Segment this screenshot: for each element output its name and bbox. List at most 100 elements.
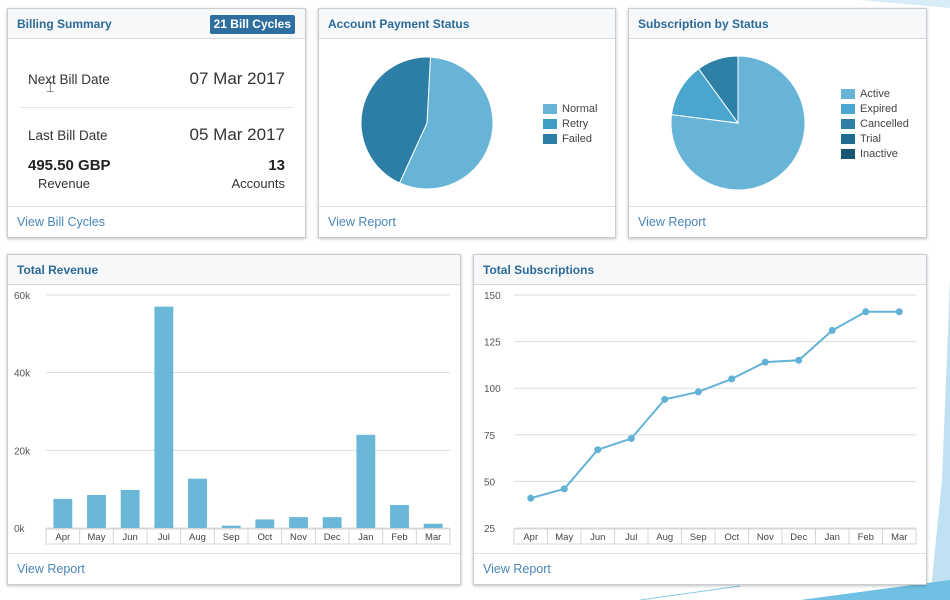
pie-slice-failed <box>360 56 431 184</box>
pie-slice-cancelled <box>697 55 739 125</box>
total-subscriptions-panel: Total Subscriptions 25 50 75 100 125 150 Apr Ma… <box>473 254 927 585</box>
account-payment-header: Account Payment Status <box>319 9 615 39</box>
legend-item-trial: Trial <box>841 131 909 146</box>
total-revenue-panel: Total Revenue 0k 20k 40k 60k Apr May Jun Jul Aug… <box>7 254 461 585</box>
billing-divider <box>20 107 293 108</box>
legend-swatch <box>841 103 855 114</box>
bar-jul <box>154 306 174 528</box>
x-tick-label: Jan <box>825 532 840 543</box>
x-tick-label: Apr <box>55 532 70 543</box>
total-revenue-title: Total Revenue <box>17 263 99 277</box>
accounts-value: 13 <box>268 157 285 174</box>
last-bill-label: Last Bill Date <box>28 128 108 143</box>
bar-may <box>87 494 106 528</box>
legend-label: Failed <box>562 132 592 145</box>
legend-swatch <box>543 118 557 129</box>
view-bill-cycles-link[interactable]: View Bill Cycles <box>17 215 105 229</box>
bar-aug <box>188 478 207 528</box>
y-tick-label: 40k <box>14 369 31 380</box>
x-tick-label: Aug <box>189 532 206 543</box>
series-line <box>530 310 900 500</box>
legend-item-cancelled: Cancelled <box>841 116 909 131</box>
pie-slice-normal <box>398 56 494 190</box>
legend-swatch <box>841 118 855 129</box>
view-report-link[interactable]: View Report <box>328 215 396 229</box>
bar-apr <box>53 498 73 528</box>
revenue-label: Revenue <box>38 176 91 191</box>
corner-decoration-right <box>930 280 950 600</box>
account-payment-footer: View Report <box>319 206 615 237</box>
legend-label: Normal <box>562 102 598 115</box>
legend-item-retry: Retry <box>543 116 597 131</box>
bar-jan <box>356 434 376 528</box>
legend-swatch <box>543 103 557 114</box>
legend-item-expired: Expired <box>841 101 909 116</box>
y-tick-label: 100 <box>484 384 501 395</box>
x-tick-label: Jul <box>158 532 170 543</box>
billing-summary-panel: Billing Summary 21 Bill Cycles Next Bill… <box>7 8 306 238</box>
legend-label: Trial <box>860 132 881 145</box>
view-report-link[interactable]: View Report <box>638 215 706 229</box>
account-payment-pie-chart <box>360 56 494 190</box>
subscription-status-header: Subscription by Status <box>629 9 926 39</box>
account-payment-legend: Normal Retry Failed <box>543 101 597 146</box>
bar-feb <box>390 505 409 528</box>
legend-label: Cancelled <box>860 117 909 130</box>
point-sep <box>694 388 702 396</box>
last-bill-value: 05 Mar 2017 <box>189 125 285 144</box>
billing-summary-header: Billing Summary 21 Bill Cycles <box>8 9 305 39</box>
legend-swatch <box>543 133 557 144</box>
total-subscriptions-line-chart: 25 50 75 100 125 150 Apr May Jun Jul Aug Sep Oct Nov D… <box>484 291 917 545</box>
x-tick-label: Jul <box>625 532 637 543</box>
x-tick-label: Jun <box>590 532 605 543</box>
total-subscriptions-title: Total Subscriptions <box>483 263 595 277</box>
point-may <box>560 485 568 493</box>
legend-item-inactive: Inactive <box>841 146 909 161</box>
x-tick-label: Nov <box>757 532 774 543</box>
y-tick-label: 125 <box>484 338 501 349</box>
view-report-link[interactable]: View Report <box>17 562 85 576</box>
accounts-label: Accounts <box>231 176 285 191</box>
bar-nov <box>289 517 308 528</box>
legend-swatch <box>841 148 855 159</box>
legend-label: Expired <box>860 102 898 115</box>
x-tick-label: Jan <box>358 532 373 543</box>
next-bill-value: 07 Mar 2017 <box>189 69 285 88</box>
view-report-link[interactable]: View Report <box>483 562 551 576</box>
x-tick-label: Apr <box>523 532 538 543</box>
point-dec <box>795 356 803 364</box>
x-tick-label: May <box>88 532 106 543</box>
y-tick-label: 0k <box>14 524 26 535</box>
legend-label: Inactive <box>860 147 898 160</box>
text-cursor-icon: ⌶ <box>46 79 55 95</box>
legend-item-normal: Normal <box>543 101 597 116</box>
y-tick-label: 50 <box>484 477 496 488</box>
bill-cycles-badge[interactable]: 21 Bill Cycles <box>209 15 295 34</box>
revenue-value: 495.50 GBP <box>28 157 111 174</box>
legend-item-active: Active <box>841 86 909 101</box>
legend-label: Retry <box>562 117 589 130</box>
x-tick-label: Mar <box>891 532 907 543</box>
total-revenue-footer: View Report <box>8 553 460 584</box>
pie-slice-expired <box>670 68 740 124</box>
point-mar <box>895 308 903 316</box>
point-apr <box>527 494 535 502</box>
point-aug <box>661 395 669 403</box>
subscription-status-panel: Subscription by Status Active Expired Ca… <box>628 8 927 238</box>
x-tick-label: Oct <box>257 532 272 543</box>
bar-sep <box>221 525 241 528</box>
y-tick-label: 150 <box>484 291 501 302</box>
subscription-status-pie-chart <box>670 55 806 191</box>
next-bill-label: Next Bill Date <box>28 72 110 87</box>
legend-item-failed: Failed <box>543 131 597 146</box>
x-tick-label: Sep <box>223 532 240 543</box>
x-tick-label: Feb <box>858 532 874 543</box>
total-revenue-header: Total Revenue <box>8 255 460 285</box>
point-jul <box>627 435 635 443</box>
x-tick-label: Jun <box>123 532 138 543</box>
point-jun <box>594 446 602 454</box>
subscription-status-title: Subscription by Status <box>638 17 769 31</box>
account-payment-title: Account Payment Status <box>328 17 470 31</box>
subscription-status-footer: View Report <box>629 206 926 237</box>
y-tick-label: 20k <box>14 446 31 457</box>
